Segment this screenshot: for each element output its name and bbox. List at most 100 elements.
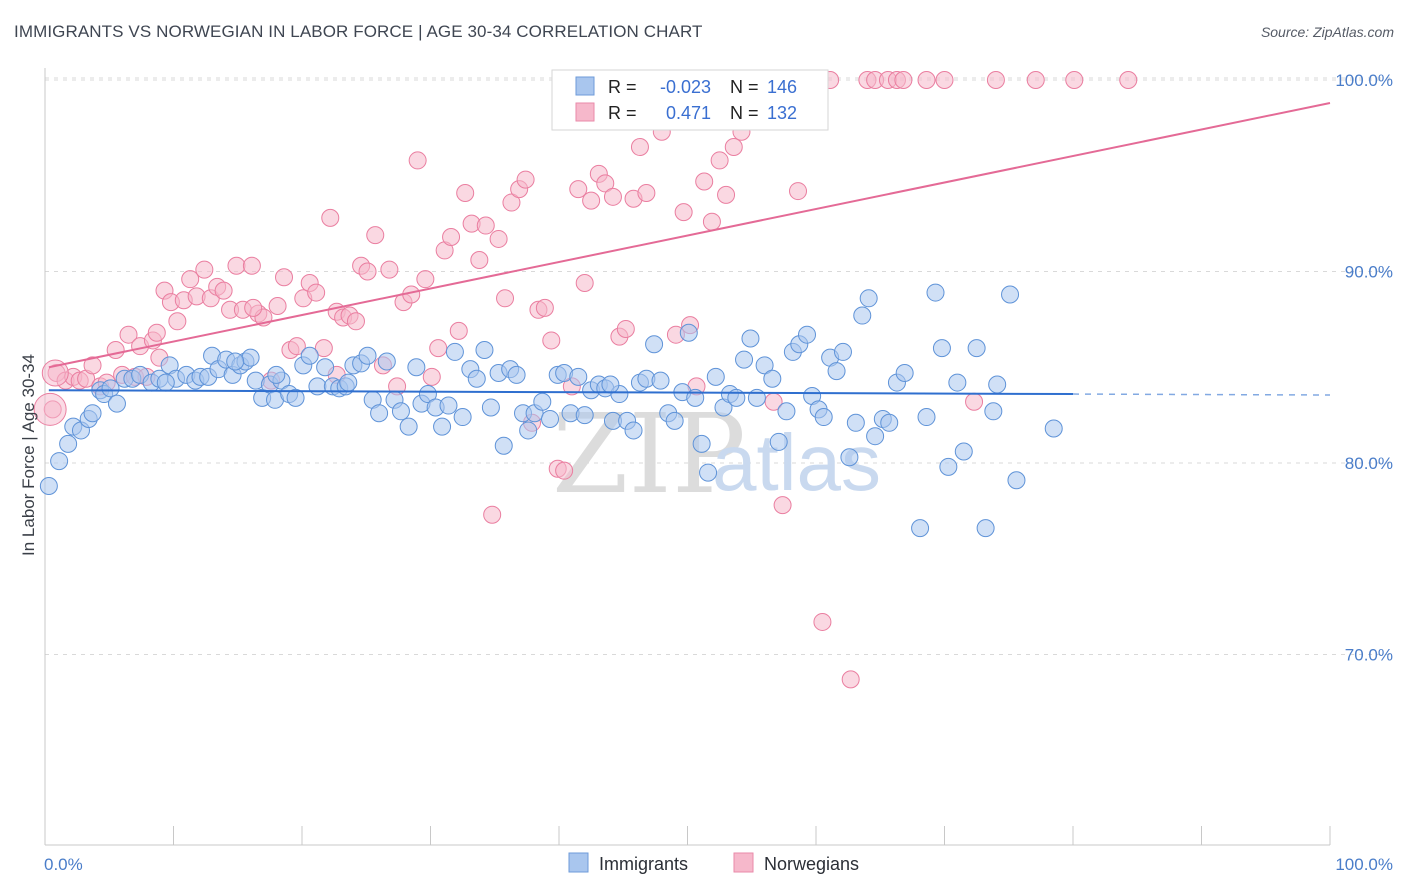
norwegians-point xyxy=(358,262,377,281)
norwegians-point xyxy=(214,281,233,300)
bottom-legend-swatch-norwegians xyxy=(733,852,754,873)
norwegians-point xyxy=(422,367,441,386)
legend-r-value-immigrants: -0.023 xyxy=(660,77,711,97)
norwegians-point xyxy=(986,71,1005,89)
immigrants-point xyxy=(624,421,643,440)
immigrants-point xyxy=(494,436,513,455)
immigrants-point xyxy=(706,367,725,386)
immigrants-point xyxy=(418,385,437,404)
immigrants-point xyxy=(83,404,102,423)
immigrants-point xyxy=(433,417,452,436)
norwegians-point xyxy=(502,193,521,212)
immigrants-point xyxy=(777,402,796,421)
immigrants-point xyxy=(399,417,418,436)
y-axis-tick-labels: 70.0% 80.0% 90.0% 100.0% xyxy=(1335,71,1393,665)
immigrants-point xyxy=(827,362,846,381)
immigrants-point xyxy=(692,434,711,453)
norwegians-point xyxy=(1119,71,1138,89)
immigrants-point xyxy=(755,356,774,375)
immigrants-point xyxy=(866,427,885,446)
norwegians-point xyxy=(555,461,574,480)
norwegians-point xyxy=(275,268,294,287)
norwegians-point xyxy=(449,321,468,340)
legend-swatch-norwegians xyxy=(575,102,595,122)
norwegians-point xyxy=(287,337,306,356)
immigrants-point xyxy=(391,402,410,421)
norwegians-point xyxy=(83,356,102,375)
immigrants-point xyxy=(267,365,286,384)
norwegians-point xyxy=(496,289,515,308)
immigrants-point xyxy=(507,365,526,384)
immigrants-points xyxy=(39,283,1063,538)
norwegians-point xyxy=(314,339,333,358)
legend-n-label-immigrants: N = xyxy=(730,77,759,97)
immigrants-point xyxy=(895,363,914,382)
norwegians-point xyxy=(789,182,808,201)
norwegians-point xyxy=(321,208,340,227)
immigrants-point xyxy=(699,463,718,482)
norwegians-point xyxy=(476,216,495,235)
norwegians-point xyxy=(1065,71,1084,89)
immigrants-point xyxy=(519,421,538,440)
immigrants-point xyxy=(467,369,486,388)
norwegians-point xyxy=(516,170,535,189)
immigrants-point xyxy=(1007,471,1026,490)
norwegians-point xyxy=(106,341,125,360)
immigrants-point xyxy=(453,408,472,427)
y-axis-label: In Labor Force | Age 30-34 xyxy=(19,354,38,556)
norwegians-point xyxy=(119,325,138,344)
immigrants-point xyxy=(846,413,865,432)
immigrants-point xyxy=(926,283,945,302)
chart-title: IMMIGRANTS VS NORWEGIAN IN LABOR FORCE |… xyxy=(14,22,703,41)
immigrants-point xyxy=(939,457,958,476)
immigrants-point xyxy=(1001,285,1020,304)
y-tick-label: 90.0% xyxy=(1345,263,1393,282)
norwegians-point xyxy=(894,71,913,89)
immigrants-point xyxy=(601,375,620,394)
immigrants-point xyxy=(769,432,788,451)
norwegians-point xyxy=(535,298,554,317)
norwegians-point xyxy=(674,203,693,222)
norwegians-point xyxy=(965,392,984,411)
norwegians-point xyxy=(575,273,594,292)
legend-n-value-immigrants: 146 xyxy=(767,77,797,97)
immigrants-point xyxy=(917,408,936,427)
immigrants-point xyxy=(814,408,833,427)
norwegians-point xyxy=(596,174,615,193)
immigrants-point xyxy=(316,358,335,377)
norwegians-point xyxy=(227,256,246,275)
legend-r-value-norwegians: 0.471 xyxy=(666,103,711,123)
immigrants-point xyxy=(569,367,588,386)
immigrants-point xyxy=(50,452,69,471)
norwegians-point xyxy=(935,71,954,89)
legend-swatch-immigrants xyxy=(575,76,595,96)
immigrants-point xyxy=(859,289,878,308)
norwegians-point xyxy=(637,183,656,202)
bottom-legend: Immigrants Norwegians xyxy=(568,852,859,874)
immigrants-point xyxy=(308,377,327,396)
immigrants-point xyxy=(880,413,899,432)
norwegians-trend-line xyxy=(48,102,1331,369)
immigrants-point xyxy=(286,388,305,407)
norwegians-points xyxy=(33,71,1138,689)
norwegians-point xyxy=(268,296,287,315)
immigrants-point xyxy=(575,406,594,425)
trend-lines xyxy=(48,102,1331,396)
immigrants-point xyxy=(954,442,973,461)
immigrants-point xyxy=(741,329,760,348)
immigrants-point xyxy=(377,352,396,371)
norwegians-point xyxy=(695,172,714,191)
norwegians-point xyxy=(710,151,729,170)
immigrants-point xyxy=(932,339,951,358)
norwegians-point xyxy=(244,298,263,317)
norwegians-point xyxy=(242,256,261,275)
norwegians-point xyxy=(917,71,936,89)
bottom-legend-label-norwegians: Norwegians xyxy=(764,854,859,874)
immigrants-point xyxy=(107,394,126,413)
norwegians-point xyxy=(630,138,649,157)
norwegians-point xyxy=(569,180,588,199)
immigrants-point xyxy=(358,346,377,365)
immigrants-point xyxy=(339,373,358,392)
immigrants-point xyxy=(763,369,782,388)
